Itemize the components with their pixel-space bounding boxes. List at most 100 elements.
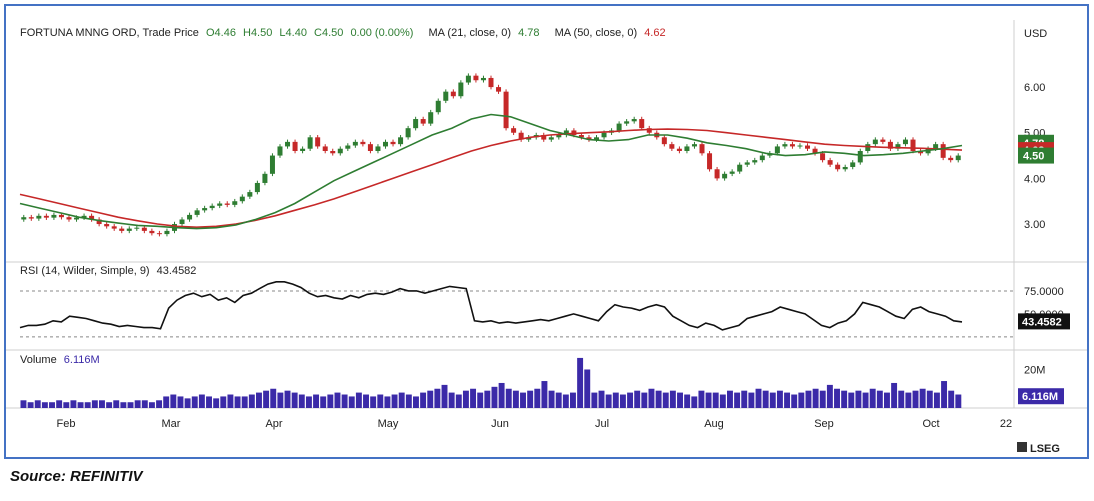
volume-value: 6.116M (64, 354, 100, 366)
volume-bar (612, 392, 619, 408)
candle-body (277, 146, 283, 156)
volume-badge (1018, 388, 1064, 405)
volume-bar (391, 394, 398, 408)
ma21-line (19, 113, 963, 230)
volume-bar (220, 396, 227, 408)
x-tick-label: Apr (265, 418, 282, 430)
volume-bar (933, 392, 940, 408)
volume-bar (413, 396, 419, 408)
candle-body (676, 148, 682, 151)
volume-bar (776, 390, 783, 408)
volume-bar (926, 390, 933, 408)
chart-title: FORTUNA MNNG ORD, Trade Price O4.46 H4.5… (20, 27, 666, 39)
volume-badge-text: 6.116M (1022, 391, 1058, 403)
volume-bar (705, 392, 712, 408)
candle-body (857, 151, 863, 163)
candle-body (51, 214, 57, 218)
volume-bar (869, 388, 876, 408)
candle-body (722, 173, 728, 179)
candle-body (850, 162, 856, 167)
candle-body (887, 141, 893, 149)
volume-bar (227, 394, 234, 408)
candle-body (239, 196, 245, 202)
volume-bar (198, 394, 205, 408)
candle-body (330, 151, 336, 154)
volume-bar (441, 384, 448, 408)
candle-body (428, 112, 434, 124)
volume-bar (455, 394, 462, 408)
candle-body (480, 77, 486, 81)
last-price-badge-text: 4.50 (1023, 151, 1044, 163)
candle-body (307, 137, 313, 149)
lseg-logo: LSEG (1017, 442, 1060, 455)
candle-body (812, 148, 818, 154)
volume-bar (698, 390, 705, 408)
price-tick-label: 4.00 (1024, 173, 1045, 185)
x-axis: Feb Mar Apr May Jun Jul Aug Sep Oct 22 (57, 418, 1013, 430)
candle-body (842, 166, 848, 170)
candle-body (81, 215, 87, 218)
candle-body (254, 182, 260, 193)
volume-bar (662, 392, 669, 408)
volume-bar (398, 392, 405, 408)
ohlc-open: O4.46 (206, 27, 236, 39)
candle-body (797, 145, 803, 147)
candle-body (209, 205, 215, 209)
candle-body (782, 144, 788, 147)
candle-body (789, 144, 795, 147)
volume-bar (862, 392, 869, 408)
x-tick-label: Jul (595, 418, 609, 430)
volume-bar (848, 392, 855, 408)
x-tick-label: May (378, 418, 399, 430)
candle-body (752, 160, 758, 163)
candle-body (880, 139, 886, 142)
volume-bar (41, 402, 48, 408)
candle-body (737, 164, 743, 172)
candle-body (473, 75, 479, 81)
volume-bar (562, 394, 569, 408)
stock-chart: FORTUNA MNNG ORD, Trade Price O4.46 H4.5… (6, 20, 1087, 455)
volume-bar (384, 396, 391, 408)
price-badges: 4.784.624.50 (1018, 134, 1054, 164)
volume-bar (56, 400, 63, 408)
volume-bar (584, 369, 591, 408)
volume-bar (370, 396, 377, 408)
instrument-name: FORTUNA MNNG ORD (20, 27, 137, 39)
candle-body (119, 228, 125, 231)
volume-bar (941, 381, 948, 408)
volume-bar (291, 392, 298, 408)
volume-bar (284, 390, 291, 408)
volume-bar (741, 390, 748, 408)
candle-body (375, 146, 381, 151)
volume-bar (719, 394, 726, 408)
candle-body (820, 153, 826, 161)
candle-body (156, 233, 162, 235)
ma21-value: 4.78 (518, 27, 539, 39)
rsi-title: RSI (14, Wilder, Simple, 9) 43.4582 (20, 265, 196, 277)
volume-bar (570, 392, 576, 408)
candle-body (202, 208, 208, 211)
candle-body (872, 139, 878, 145)
volume-bar (948, 390, 955, 408)
rsi-badge-text: 43.4582 (1022, 316, 1062, 328)
volume-bar (377, 394, 384, 408)
volume-bar (755, 388, 762, 408)
candle-body (488, 77, 494, 88)
volume-bar (912, 390, 919, 408)
volume-bar (655, 390, 662, 408)
volume-bar (270, 388, 277, 408)
candle-body (496, 87, 502, 92)
volume-bar (734, 392, 741, 408)
volume-label: Volume (20, 354, 57, 366)
candle-body (164, 230, 170, 235)
candle-body (315, 137, 321, 147)
candle-body (322, 146, 328, 151)
volume-bar (619, 394, 626, 408)
volume-bar (298, 394, 305, 408)
volume-bar (634, 390, 641, 408)
candle-body (443, 91, 449, 101)
candle-body (345, 145, 351, 149)
volume-bar (184, 398, 191, 408)
candle-body (413, 119, 419, 129)
candle-body (707, 153, 713, 170)
